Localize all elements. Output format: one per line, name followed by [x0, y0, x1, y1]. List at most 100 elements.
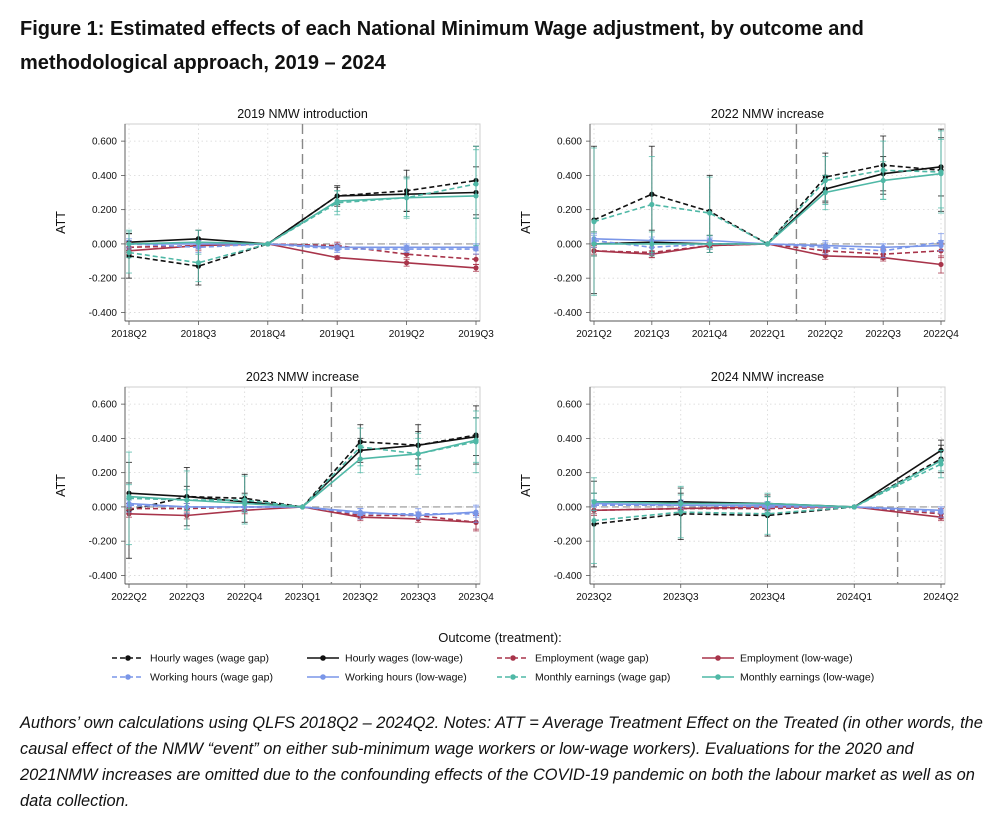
x-tick-label: 2022Q3 [865, 329, 901, 340]
figure-title: Figure 1: Estimated effects of each Nati… [20, 18, 864, 74]
series-monthly-earnings-low-wage [126, 417, 479, 513]
y-axis-label: ATT [54, 211, 68, 234]
x-tick-label: 2023Q4 [458, 592, 494, 603]
legend-label: Hourly wages (wage gap) [150, 653, 269, 665]
data-point [938, 243, 944, 249]
legend-item-working-hours-wage-gap: Working hours (wage gap) [112, 672, 273, 684]
data-point [938, 171, 944, 177]
x-tick-label: 2024Q1 [836, 592, 872, 603]
x-tick-label: 2023Q4 [750, 592, 786, 603]
data-point [415, 451, 421, 457]
data-point [357, 509, 363, 515]
data-point [591, 518, 597, 524]
x-tick-label: 2023Q3 [663, 592, 699, 603]
legend-swatch-marker [715, 655, 721, 661]
data-point [265, 241, 271, 247]
y-tick-label: 0.400 [557, 434, 582, 445]
y-tick-label: 0.200 [557, 468, 582, 479]
legend-label: Working hours (wage gap) [150, 672, 273, 684]
x-tick-label: 2022Q1 [750, 329, 786, 340]
data-point [473, 193, 479, 199]
y-tick-label: -0.400 [89, 571, 118, 582]
data-point [938, 458, 944, 464]
series-monthly-earnings-low-wage [591, 138, 944, 257]
x-tick-label: 2022Q2 [808, 329, 844, 340]
data-point [473, 256, 479, 262]
y-tick-label: -0.400 [554, 308, 583, 319]
x-tick-label: 2023Q3 [400, 592, 436, 603]
data-point [299, 504, 306, 510]
data-point [473, 509, 479, 515]
data-point [764, 511, 771, 517]
x-tick-label: 2021Q2 [576, 329, 612, 340]
series-line [129, 243, 476, 249]
y-tick-label: -0.400 [554, 571, 583, 582]
y-tick-label: 0.600 [557, 400, 582, 411]
x-tick-label: 2018Q4 [250, 329, 286, 340]
x-tick-label: 2018Q2 [111, 329, 147, 340]
x-tick-label: 2019Q3 [458, 329, 494, 340]
chart-panel-1: 2019 NMW introduction -0.400 -0.200 0.000 0.… [54, 104, 494, 340]
legend-label: Monthly earnings (low-wage) [740, 672, 874, 684]
x-tick-label: 2022Q4 [923, 329, 959, 340]
data-point [404, 244, 410, 250]
series-monthly-earnings-low-wage [591, 449, 944, 513]
legend-swatch-marker [125, 674, 131, 680]
data-point [195, 260, 201, 266]
legend-item-hourly-wages-low-wage: Hourly wages (low-wage) [307, 653, 463, 665]
y-tick-label: -0.200 [554, 274, 583, 285]
panel-title-band [125, 104, 480, 124]
x-tick-label: 2021Q4 [692, 329, 728, 340]
data-point [938, 507, 944, 513]
x-tick-label: 2018Q3 [181, 329, 217, 340]
x-tick-label: 2023Q1 [285, 592, 321, 603]
panel-title: 2022 NMW increase [711, 107, 824, 121]
y-tick-label: 0.000 [557, 502, 582, 513]
data-point [473, 265, 479, 271]
data-point [242, 500, 248, 507]
series-line [128, 243, 476, 250]
data-point [184, 497, 190, 503]
data-point [195, 239, 201, 245]
data-point [473, 437, 479, 443]
x-tick-label: 2022Q3 [169, 592, 205, 603]
y-tick-label: 0.400 [92, 171, 117, 182]
panel-title: 2024 NMW increase [711, 370, 824, 384]
series-line [593, 458, 942, 525]
x-tick-label: 2019Q2 [389, 329, 425, 340]
y-tick-label: 0.400 [92, 434, 117, 445]
x-tick-label: 2023Q2 [576, 592, 612, 603]
legend-label: Monthly earnings (wage gap) [535, 672, 670, 684]
chart-panel-2: 2022 NMW increase -0.400 -0.200 0.000 0.200 0… [519, 104, 959, 340]
series-line [128, 195, 477, 245]
data-point [880, 244, 886, 250]
y-tick-label: 0.600 [92, 400, 117, 411]
x-tick-label: 2021Q3 [634, 329, 670, 340]
data-point [591, 241, 597, 247]
data-point [707, 241, 713, 247]
data-point [334, 198, 340, 204]
x-tick-label: 2022Q2 [111, 592, 147, 603]
data-point [764, 500, 771, 507]
data-point [334, 244, 340, 250]
series-monthly-earnings-low-wage [126, 145, 479, 259]
data-point [822, 243, 828, 249]
y-axis-label: ATT [54, 474, 68, 497]
y-tick-label: -0.400 [89, 308, 118, 319]
x-tick-label: 2019Q1 [319, 329, 355, 340]
legend-label: Employment (wage gap) [535, 653, 649, 665]
y-tick-label: 0.400 [557, 171, 582, 182]
data-point [126, 494, 132, 500]
data-point [851, 504, 857, 510]
legend-label: Employment (low-wage) [740, 653, 853, 665]
legend-item-hourly-wages-wage-gap: Hourly wages (wage gap) [112, 653, 269, 665]
data-point [404, 195, 410, 201]
data-point [649, 241, 655, 247]
data-point [822, 189, 828, 196]
data-point [357, 456, 363, 462]
x-tick-label: 2024Q2 [923, 592, 959, 603]
data-point [334, 255, 340, 261]
data-point [126, 241, 132, 247]
legend-swatch-marker [320, 655, 326, 661]
